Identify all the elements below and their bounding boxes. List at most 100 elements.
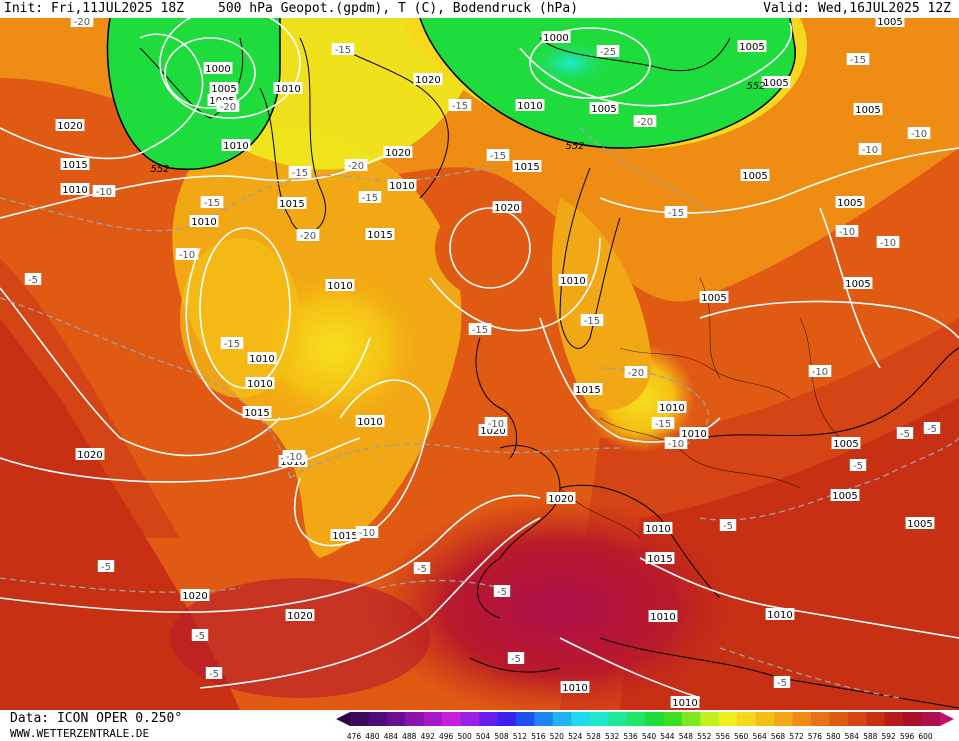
- temperature-label: -5: [191, 629, 209, 642]
- pressure-label: 1010: [648, 610, 678, 623]
- temperature-label: -15: [220, 337, 244, 350]
- svg-text:1015: 1015: [575, 385, 600, 396]
- legend-swatch: [534, 712, 554, 726]
- temperature-label: -20: [624, 366, 648, 379]
- temperature-label: -5: [507, 652, 525, 665]
- svg-text:1010: 1010: [62, 185, 87, 196]
- pressure-labels: 1005 1000 1005 1010 1020 1010 1000 1010 1005 1005…: [55, 18, 935, 709]
- legend-swatch: [589, 712, 609, 726]
- legend-tick-label: 556: [716, 732, 731, 741]
- legend-tick-label: 544: [660, 732, 675, 741]
- pressure-label: 1005: [853, 103, 883, 116]
- svg-text:1005: 1005: [833, 439, 858, 450]
- svg-text:-15: -15: [850, 55, 866, 66]
- temperature-label: -15: [288, 166, 312, 179]
- svg-text:-15: -15: [668, 208, 684, 219]
- legend-swatch: [718, 712, 738, 726]
- pressure-label: 1000: [203, 62, 233, 75]
- legend-swatch: [847, 712, 867, 726]
- svg-text:1010: 1010: [280, 457, 305, 468]
- pressure-label: 1000: [541, 31, 571, 44]
- legend-swatch: [460, 712, 480, 726]
- svg-text:-20: -20: [348, 161, 364, 172]
- geopotential-labels: 552 552 552: [150, 81, 765, 175]
- svg-text:1000: 1000: [543, 33, 568, 44]
- legend-swatch: [755, 712, 775, 726]
- temperature-label: -10: [664, 437, 688, 450]
- temperature-label: -20: [633, 115, 657, 128]
- legend-swatch: [479, 712, 498, 726]
- svg-text:1010: 1010: [650, 612, 675, 623]
- legend-tick-label: 504: [476, 732, 491, 741]
- temperature-label: -10: [484, 417, 508, 430]
- legend-swatch: [405, 712, 425, 726]
- legend-swatch: [921, 712, 941, 726]
- pressure-label: 1005: [699, 291, 729, 304]
- legend-tick-label: 524: [568, 732, 583, 741]
- svg-text:-5: -5: [927, 424, 937, 435]
- svg-text:1010: 1010: [767, 610, 792, 621]
- svg-text:-20: -20: [300, 231, 316, 242]
- svg-text:1020: 1020: [480, 426, 505, 437]
- svg-text:1010: 1010: [645, 524, 670, 535]
- svg-text:1020: 1020: [415, 75, 440, 86]
- legend-high-arrow: [940, 712, 954, 726]
- pressure-label: 1005: [843, 277, 873, 290]
- weather-map: 1005 1000 1005 1010 1020 1010 1000 1010 1005 1005…: [0, 18, 959, 710]
- data-source: Data: ICON OPER 0.250°: [10, 711, 183, 726]
- legend-swatch: [350, 712, 369, 726]
- legend-swatch: [810, 712, 830, 726]
- svg-text:1010: 1010: [562, 683, 587, 694]
- pressure-label: 1015: [277, 197, 307, 210]
- legend-swatch: [663, 712, 683, 726]
- legend-tick-label: 488: [402, 732, 417, 741]
- svg-text:1005: 1005: [742, 171, 767, 182]
- svg-text:-25: -25: [600, 47, 616, 58]
- pressure-label: 1020: [180, 589, 210, 602]
- legend-tick-label: 600: [918, 732, 933, 741]
- temperature-label: -5: [849, 459, 867, 472]
- svg-text:-5: -5: [209, 669, 219, 680]
- svg-text:1015: 1015: [332, 531, 357, 542]
- pressure-label: 1010: [670, 696, 700, 709]
- coastlines: [139, 37, 959, 709]
- legend-tick-label: 560: [734, 732, 749, 741]
- website-credit: WWW.WETTERZENTRALE.DE: [10, 727, 150, 740]
- svg-text:1005: 1005: [591, 104, 616, 115]
- svg-text:1000: 1000: [205, 64, 230, 75]
- pressure-isobars: [0, 18, 959, 699]
- svg-text:1005: 1005: [832, 491, 857, 502]
- svg-text:1010: 1010: [517, 101, 542, 112]
- pressure-label: 1005: [737, 40, 767, 53]
- svg-text:1005: 1005: [845, 279, 870, 290]
- temperature-label: -5: [413, 562, 431, 575]
- geopotential-552-label: 552: [746, 81, 765, 92]
- svg-text:-15: -15: [292, 168, 308, 179]
- temperature-label: -15: [358, 191, 382, 204]
- map-footer: Data: ICON OPER 0.250° WWW.WETTERZENTRAL…: [0, 710, 959, 741]
- svg-text:1010: 1010: [249, 354, 274, 365]
- svg-text:1010: 1010: [672, 698, 697, 709]
- legend-swatch: [681, 712, 701, 726]
- temperature-label: -15: [664, 206, 688, 219]
- pressure-label: 1005: [905, 517, 935, 530]
- map-header: Init: Fri,11JUL2025 18Z 500 hPa Geopot.(…: [0, 0, 959, 18]
- legend-tick-label: 492: [421, 732, 436, 741]
- svg-text:1010: 1010: [327, 281, 352, 292]
- legend-swatch: [386, 712, 406, 726]
- legend-swatch: [368, 712, 388, 726]
- color-legend: 476 480 484 488 492 496 500 504 508 512 516 520 524 5…: [336, 712, 954, 741]
- legend-swatch: [515, 712, 535, 726]
- pressure-label: 1010: [765, 608, 795, 621]
- svg-text:-5: -5: [497, 587, 507, 598]
- temperature-label: -5: [97, 560, 115, 573]
- temperature-label: -10: [876, 236, 900, 249]
- svg-text:1005: 1005: [907, 519, 932, 530]
- svg-text:1020: 1020: [287, 611, 312, 622]
- pressure-label: 1015: [60, 158, 90, 171]
- temperature-label: -10: [808, 365, 832, 378]
- pressure-label: 1005: [761, 76, 791, 89]
- svg-text:1005: 1005: [877, 18, 902, 28]
- pressure-label: 1010: [679, 427, 709, 440]
- legend-tick-label: 476: [347, 732, 362, 741]
